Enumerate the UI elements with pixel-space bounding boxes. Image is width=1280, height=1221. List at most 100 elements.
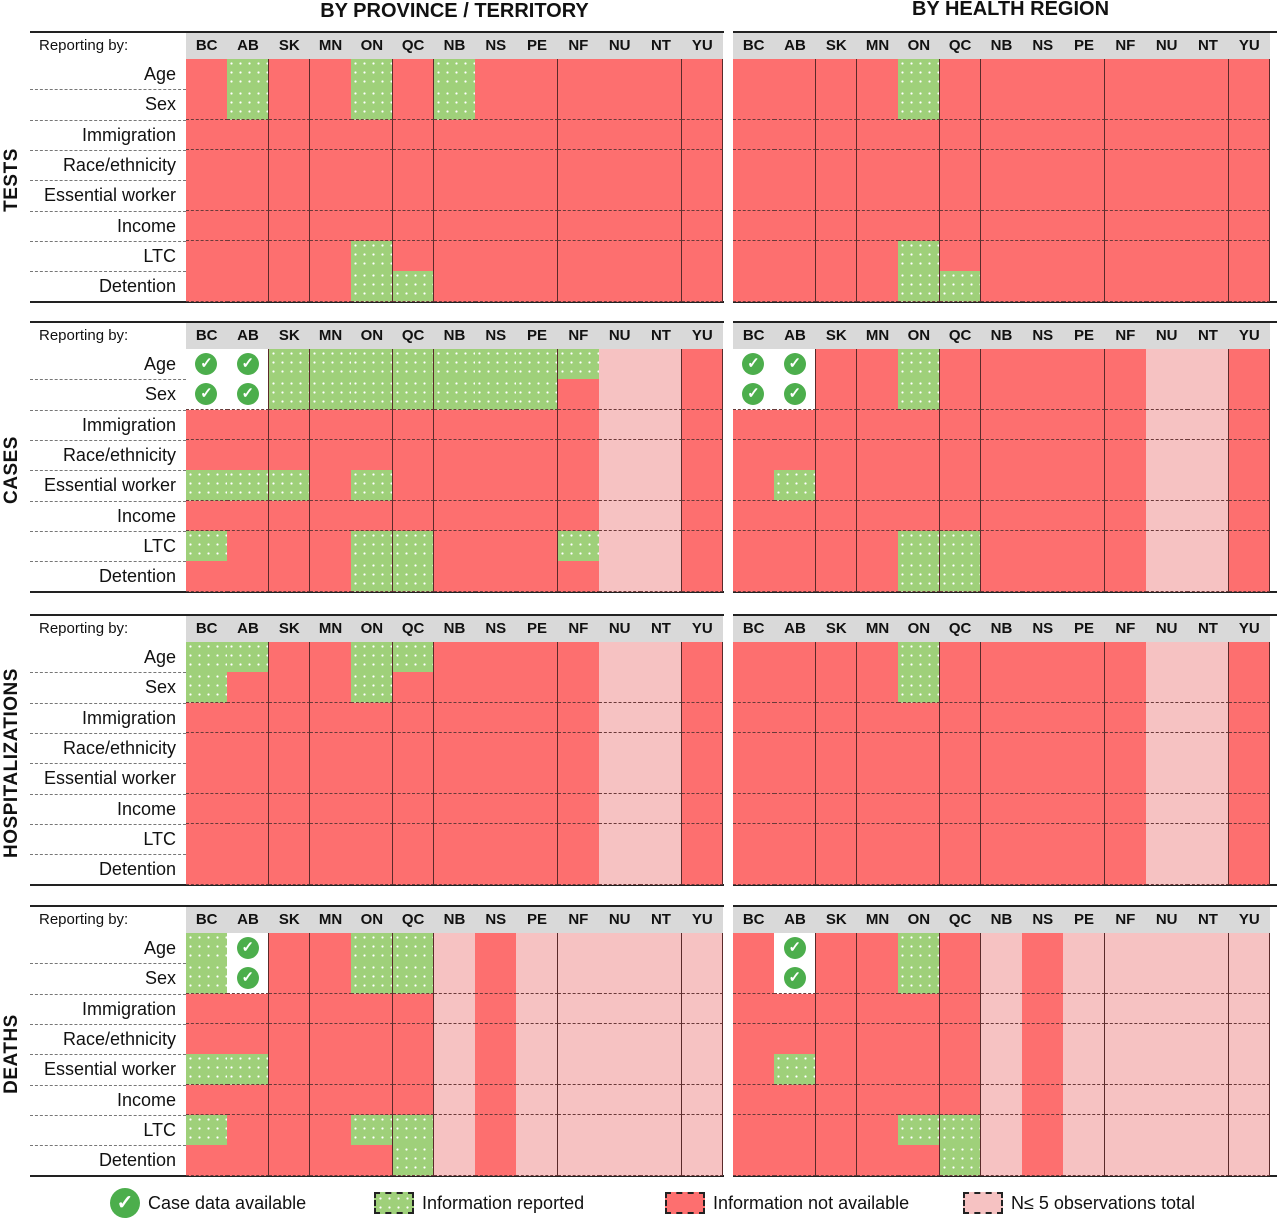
matrix-cell xyxy=(1022,993,1064,1025)
matrix-cell xyxy=(939,210,982,242)
matrix-cell xyxy=(980,530,1023,562)
matrix-cell xyxy=(433,59,476,90)
column-label: NU xyxy=(1155,37,1178,54)
matrix-cell xyxy=(1063,642,1106,673)
matrix-cell xyxy=(640,59,683,90)
matrix-cell xyxy=(1022,1084,1064,1116)
column-label: NF xyxy=(1115,911,1136,928)
matrix-cell xyxy=(351,149,394,181)
matrix-cell xyxy=(227,1054,270,1086)
column-label: NT xyxy=(1197,911,1218,928)
legend-swatch-reported xyxy=(374,1192,414,1214)
legend-item-small-n: N≤ 5 observations total xyxy=(963,1186,1195,1220)
matrix-cell xyxy=(599,993,641,1025)
matrix-cell xyxy=(980,240,1023,272)
matrix-cell xyxy=(681,963,724,995)
matrix-cell xyxy=(640,732,683,764)
matrix-cell xyxy=(640,933,683,964)
row-label: Detention xyxy=(98,1150,176,1171)
matrix-cell xyxy=(774,1084,817,1116)
matrix-cell xyxy=(599,854,641,885)
matrix-cell xyxy=(433,210,476,242)
matrix-cell xyxy=(1063,149,1106,181)
matrix-cell xyxy=(1187,1054,1230,1086)
matrix-cell xyxy=(351,470,394,502)
matrix-cell xyxy=(516,500,559,532)
matrix-cell xyxy=(227,439,270,471)
matrix-cell xyxy=(939,1114,982,1146)
matrix-cell xyxy=(681,89,724,121)
matrix-cell xyxy=(681,763,724,795)
matrix-cell xyxy=(1228,963,1271,995)
matrix-cell xyxy=(392,119,435,151)
matrix-cell xyxy=(557,409,600,441)
column-label: MN xyxy=(865,620,890,637)
matrix-cell xyxy=(186,89,228,121)
matrix-cell xyxy=(599,1084,641,1116)
matrix-cell xyxy=(1146,530,1188,562)
matrix-cell xyxy=(268,89,311,121)
matrix-cell xyxy=(392,672,435,704)
matrix-cell xyxy=(1187,89,1230,121)
matrix-cell xyxy=(557,1054,600,1086)
matrix-cell xyxy=(640,993,683,1025)
row-divider xyxy=(30,500,186,502)
matrix-cell xyxy=(856,349,899,380)
matrix-cell xyxy=(898,672,941,704)
matrix-cell xyxy=(433,409,476,441)
matrix-cell xyxy=(640,379,683,411)
matrix-cell xyxy=(898,1114,941,1146)
matrix-cell xyxy=(557,149,600,181)
province-matrix-hospitalizations: BC AB SK MN ON QC NB NS PE NF NU NT YU Reporting by: A… xyxy=(30,614,724,887)
matrix-cell xyxy=(433,963,476,995)
row-divider xyxy=(30,149,186,151)
matrix-cell xyxy=(1063,963,1106,995)
matrix-cell xyxy=(733,933,775,964)
column-label: NF xyxy=(1115,37,1136,54)
matrix-cell xyxy=(227,240,270,272)
row-label: Age xyxy=(143,354,176,374)
matrix-cell xyxy=(1228,530,1271,562)
section-label-hospitalizations: HOSPITALIZATIONS xyxy=(0,642,24,884)
matrix-cell xyxy=(774,933,817,964)
matrix-cell xyxy=(640,210,683,242)
matrix-cell xyxy=(640,89,683,121)
matrix-cell xyxy=(433,271,476,302)
matrix-cell xyxy=(1022,379,1064,411)
matrix-cell xyxy=(268,271,311,302)
matrix-cell xyxy=(1022,561,1064,592)
row-label: Race/ethnicity xyxy=(62,154,176,175)
matrix-cell xyxy=(733,439,775,471)
matrix-cell xyxy=(774,1023,817,1055)
column-label: BC xyxy=(742,911,765,928)
matrix-cell xyxy=(815,379,858,411)
matrix-cell xyxy=(939,642,982,673)
row-label: Income xyxy=(116,798,176,819)
matrix-cell xyxy=(898,763,941,795)
matrix-cell xyxy=(599,763,641,795)
row-divider xyxy=(30,1054,186,1056)
matrix-cell xyxy=(433,149,476,181)
column-label: YU xyxy=(691,620,713,637)
matrix-cell xyxy=(186,933,228,964)
matrix-cell xyxy=(351,702,394,734)
matrix-cell xyxy=(186,409,228,441)
matrix-cell xyxy=(1146,732,1188,764)
matrix-cell xyxy=(1022,59,1064,90)
matrix-cell xyxy=(1104,119,1147,151)
matrix-cell xyxy=(516,963,559,995)
column-label: SK xyxy=(825,620,847,637)
matrix-cell xyxy=(1228,210,1271,242)
matrix-cell xyxy=(1022,119,1064,151)
matrix-cell xyxy=(516,702,559,734)
column-label: YU xyxy=(1238,37,1260,54)
matrix-cell xyxy=(186,1023,228,1055)
matrix-cell xyxy=(557,210,600,242)
matrix-cell xyxy=(557,470,600,502)
matrix-cell xyxy=(1063,1023,1106,1055)
column-header-row xyxy=(733,905,1270,933)
matrix-cell xyxy=(1228,1114,1271,1146)
legend-label: Information not available xyxy=(713,1192,910,1213)
matrix-cell xyxy=(856,59,899,90)
matrix-cell xyxy=(681,933,724,964)
